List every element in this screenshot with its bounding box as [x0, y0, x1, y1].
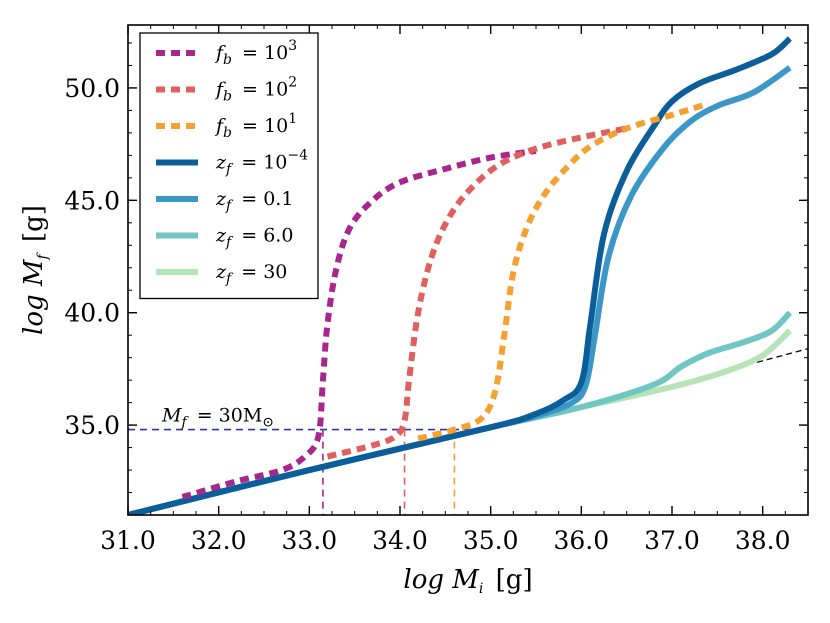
x-tick-label: 36.0: [553, 526, 609, 555]
series-line-0: [181, 147, 537, 500]
legend-label-0: fb = 103: [214, 38, 297, 68]
legend-box: [139, 32, 319, 300]
legend-label-3: zf = 10−4: [215, 148, 308, 178]
y-axis-label: log Mf [g]: [19, 205, 51, 335]
legend-label-4: zf = 0.1: [215, 188, 293, 214]
x-tick-label: 33.0: [281, 526, 337, 555]
series-line-1: [326, 125, 628, 460]
y-tick-label: 50.0: [64, 74, 120, 103]
x-tick-label: 31.0: [100, 526, 156, 555]
legend-label-6: zf = 30: [215, 261, 287, 287]
asymptote-line: [699, 348, 808, 379]
x-tick-label: 38.0: [735, 526, 791, 555]
plot-area: Mf = 30M⊙: [128, 36, 808, 515]
axis-ticks: 31.0 32.0 33.0 34.0 35.0 36.0 37.0 38.0 35.0 40.0…: [64, 25, 809, 555]
y-tick-label: 40.0: [64, 299, 120, 328]
legend-label-1: fb = 102: [214, 75, 297, 105]
x-axis-label: log Mi [g]: [403, 565, 532, 597]
series-line-3: [128, 36, 792, 515]
y-tick-label: 45.0: [64, 186, 120, 215]
legend-label-5: zf = 6.0: [215, 225, 293, 251]
x-tick-label: 35.0: [463, 526, 519, 555]
x-tick-label: 34.0: [372, 526, 428, 555]
x-tick-label: 37.0: [644, 526, 700, 555]
legend: fb = 103 fb = 102 fb = 101 zf = 10−4 zf = 0.…: [139, 32, 319, 300]
threshold-label: Mf = 30M⊙: [161, 405, 274, 431]
legend-label-2: fb = 101: [214, 111, 297, 141]
y-tick-label: 35.0: [64, 411, 120, 440]
series-line-2: [417, 100, 710, 442]
x-tick-label: 32.0: [191, 526, 247, 555]
